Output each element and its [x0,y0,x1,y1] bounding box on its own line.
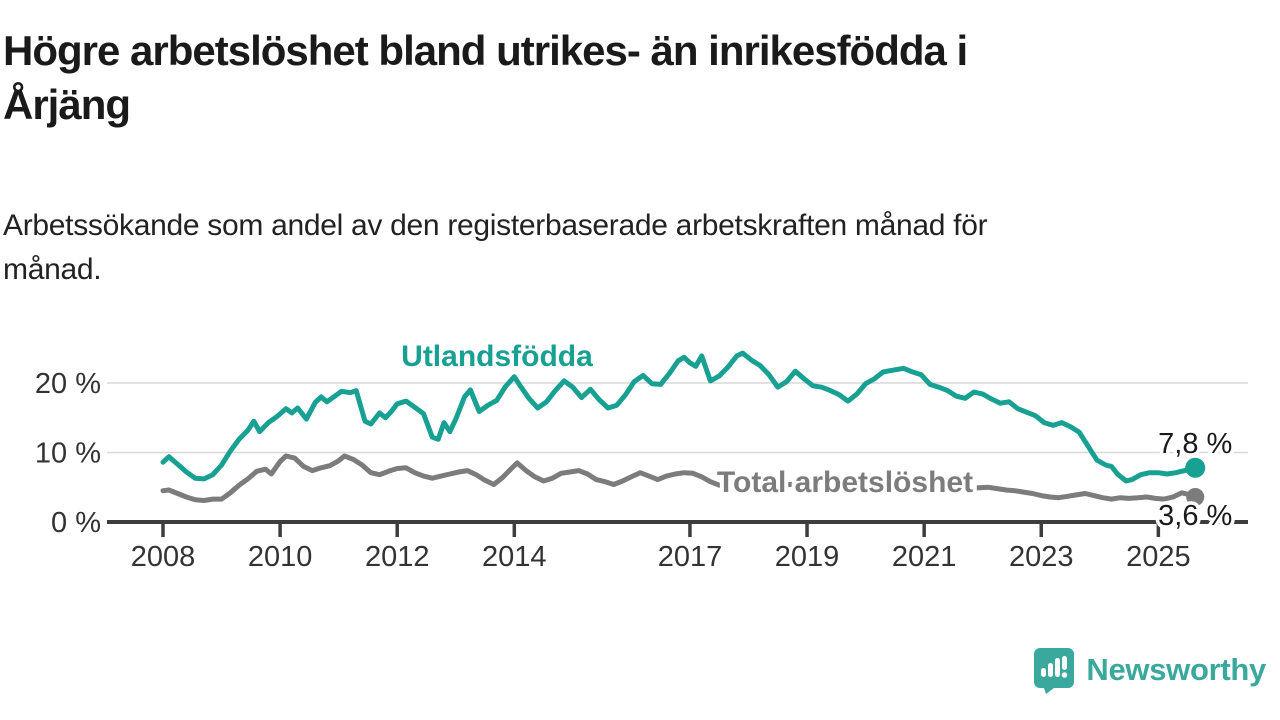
title-line-1: Högre arbetslöshet bland utrikes- än inr… [3,27,968,74]
x-axis-tick-label: 2014 [482,541,547,573]
x-axis-tick-label: 2021 [892,541,957,573]
y-axis-tick-label: 20 % [35,368,101,400]
subtitle-line-2: månad. [3,253,102,286]
x-axis-tick-label: 2010 [248,541,313,573]
chart-subtitle: Arbetssökande som andel av den registerb… [3,204,1273,292]
chart-canvas: 20 % 10 % 0 % 2008 2010 2012 2014 2017 2019 2021 2… [35,340,1248,573]
subtitle-line-1: Arbetssökande som andel av den registerb… [3,209,988,242]
page-title: Högre arbetslöshet bland utrikes- än inr… [3,24,1273,132]
newsworthy-wordmark: Newsworthy [1086,652,1266,687]
newsworthy-logo: Newsworthy [1032,646,1266,694]
series-end-value-label: 3,6 % [1158,500,1232,532]
x-axis-tick-label: 2008 [131,541,196,573]
unemployment-line-chart: 20 % 10 % 0 % 2008 2010 2012 2014 2017 2019 2021 2… [0,330,1280,580]
series-line-utlandsfodda [160,350,1198,484]
x-axis-tick-label: 2025 [1126,541,1191,573]
series-line-total-arbetsloshet [160,453,1198,503]
series-label-utlandsfodda: Utlandsfödda [401,340,593,373]
series-end-dot [1186,487,1205,506]
newsworthy-chart-bubble-icon [1034,648,1075,694]
series-label-total-arbetsloshet: Total arbetslöshet [717,466,973,499]
series-end-value-label: 7,8 % [1158,428,1232,460]
x-axis-tick-label: 2019 [775,541,840,573]
y-axis-tick-label: 0 % [51,507,101,539]
x-axis-tick-label: 2012 [365,541,430,573]
title-line-2: Årjäng [3,81,131,128]
x-axis-tick-label: 2017 [658,541,723,573]
series-end-dot [1185,457,1206,478]
x-axis-tick-label: 2023 [1009,541,1074,573]
y-axis-tick-label: 10 % [35,438,101,470]
